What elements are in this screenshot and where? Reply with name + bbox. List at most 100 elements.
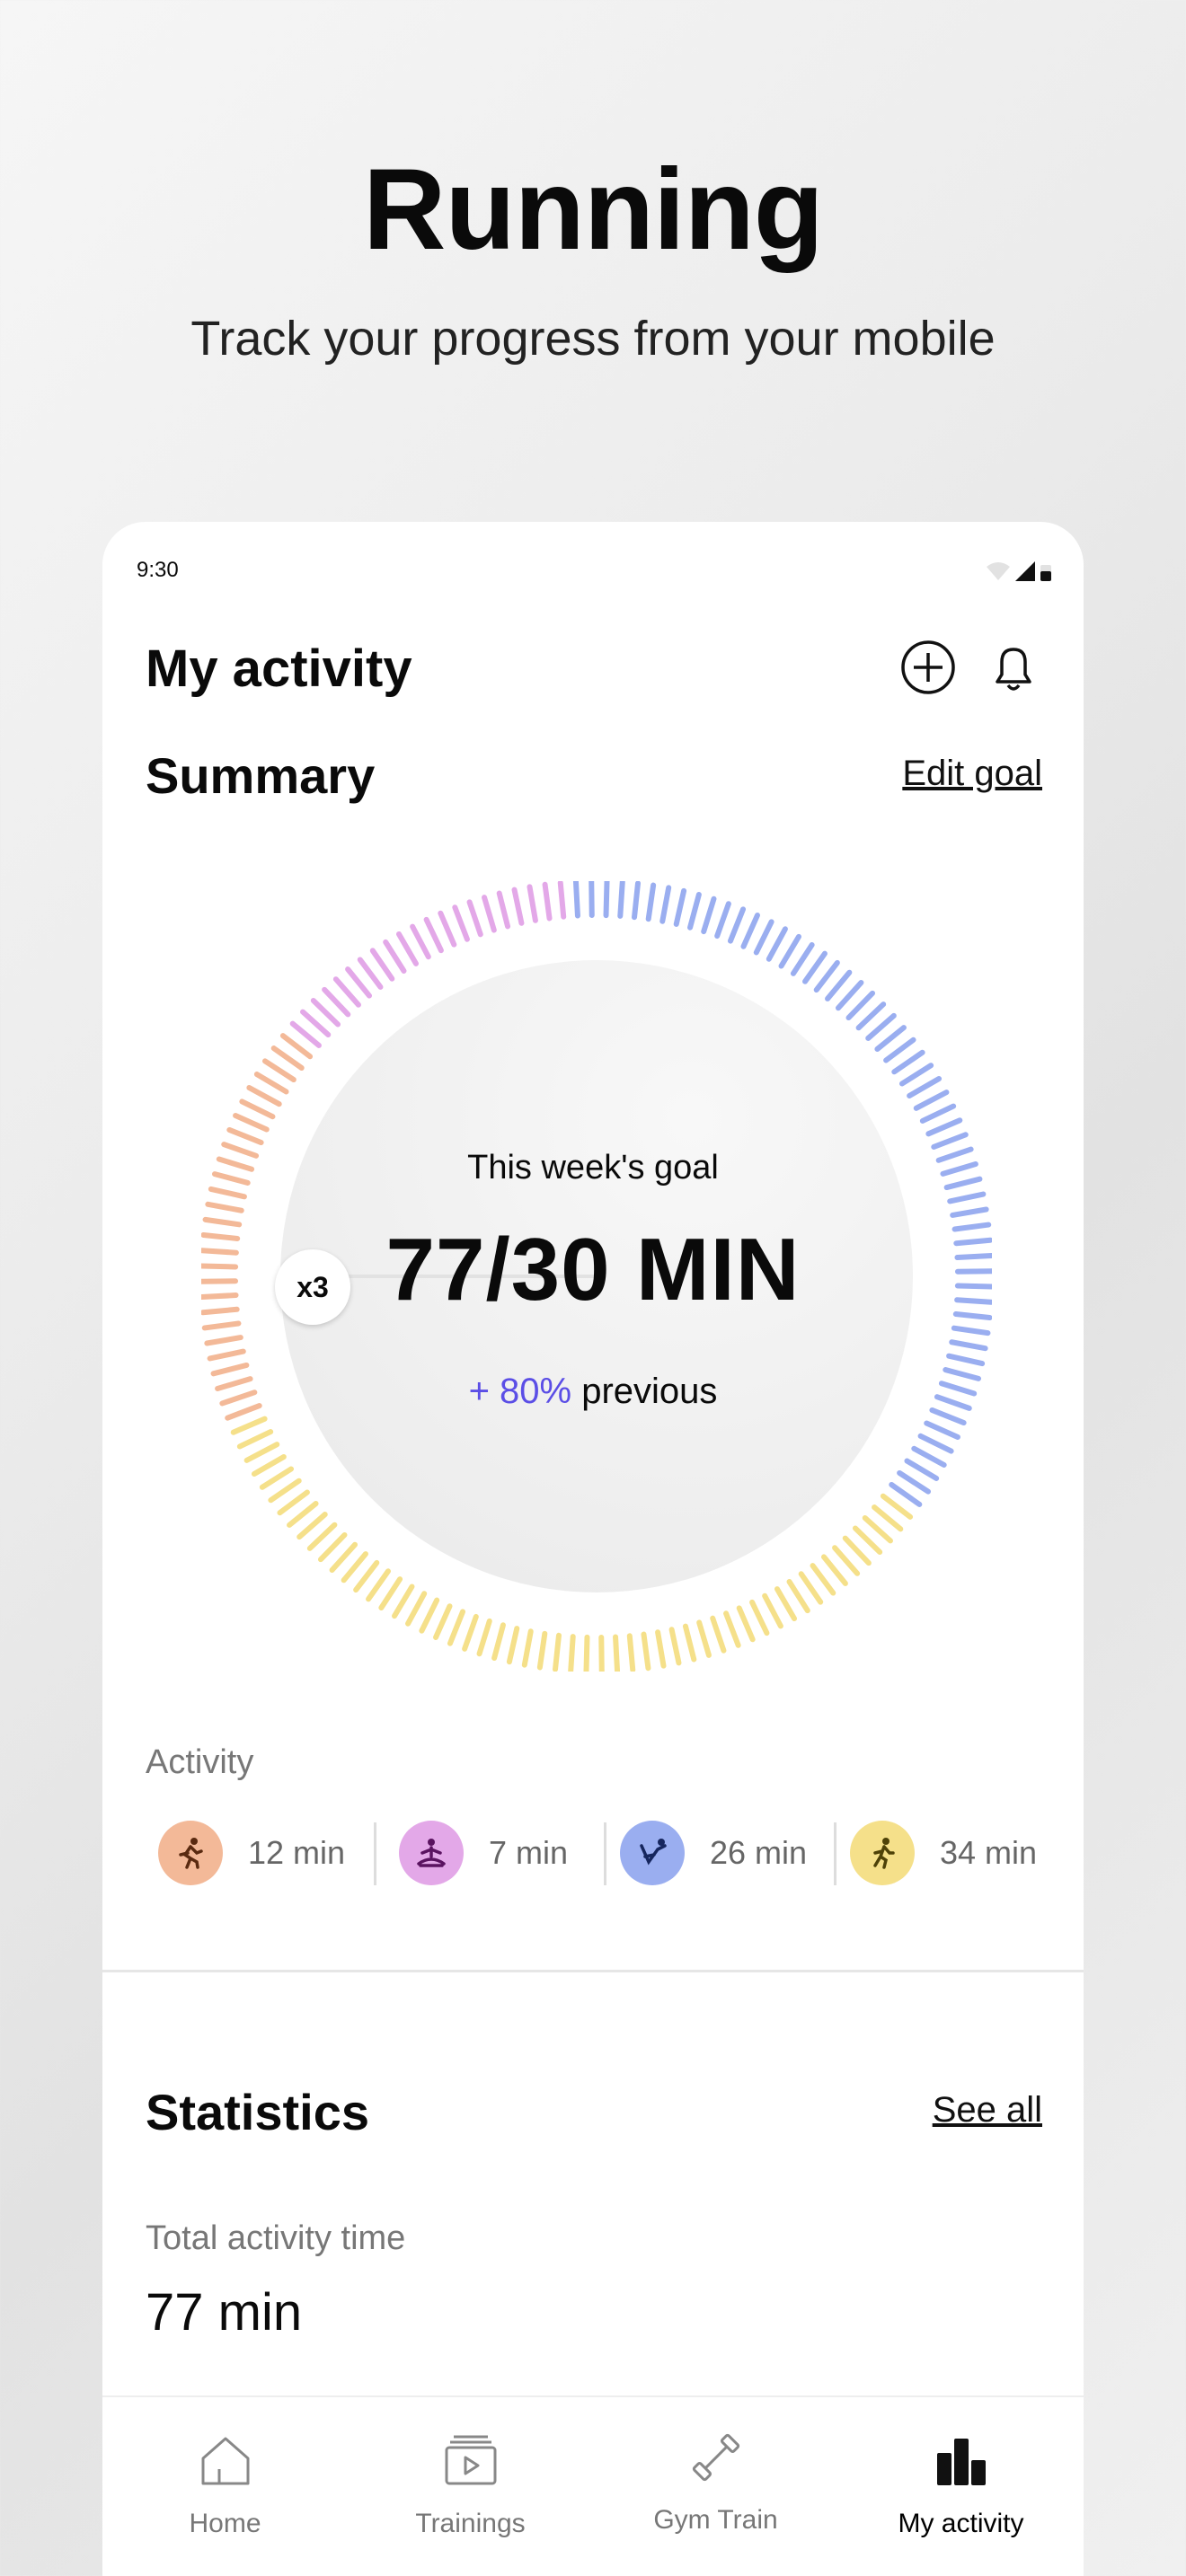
- ring-tick-pink: [383, 939, 407, 975]
- ring-tick-yellow: [287, 1500, 319, 1528]
- ring-tick-blue: [891, 1049, 925, 1075]
- ring-tick-blue: [714, 901, 731, 940]
- ring-tick-blue: [904, 1458, 940, 1481]
- ring-tick-blue: [934, 1394, 972, 1411]
- add-circle-icon[interactable]: [899, 639, 957, 696]
- ring-tick-yellow: [243, 1442, 280, 1463]
- nav-item-trainings[interactable]: Trainings: [348, 2397, 593, 2576]
- ring-tick-yellow: [668, 1627, 682, 1666]
- nav-label: Home: [189, 2509, 261, 2538]
- ring-tick-yellow: [476, 1618, 492, 1657]
- nav-item-home[interactable]: Home: [102, 2397, 348, 2576]
- ring-tick-orange: [205, 1201, 244, 1213]
- ring-tick-yellow: [710, 1615, 727, 1654]
- activity-item-sprint[interactable]: 12 min: [158, 1815, 345, 1891]
- nav-item-my-activity[interactable]: My activity: [838, 2397, 1084, 2576]
- ring-tick-yellow: [392, 1584, 415, 1619]
- battery-icon: [1040, 565, 1051, 581]
- ring-tick-blue: [673, 887, 687, 927]
- ring-tick-yellow: [723, 1610, 741, 1648]
- ring-tick-yellow: [491, 1622, 506, 1662]
- bar-chart-icon: [937, 2439, 986, 2485]
- nav-item-gym-train[interactable]: Gym Train: [593, 2397, 838, 2576]
- ring-tick-orange: [233, 1113, 270, 1133]
- phone-screen: 9:30 My activity Summary Edit goal This …: [102, 522, 1084, 2576]
- ring-tick-yellow: [568, 1634, 576, 1672]
- video-library-icon: [445, 2435, 497, 2485]
- ring-tick-yellow: [682, 1623, 697, 1663]
- ring-tick-yellow: [521, 1628, 534, 1668]
- ring-tick-blue: [889, 1482, 923, 1507]
- ring-tick-blue: [835, 980, 864, 1011]
- ring-tick-blue: [952, 1311, 992, 1320]
- ring-tick-yellow: [832, 1545, 861, 1576]
- ring-tick-blue: [931, 1132, 969, 1150]
- edit-goal-link[interactable]: Edit goal: [902, 754, 1042, 793]
- hero-title: Running: [363, 146, 824, 274]
- nav-label: My activity: [898, 2509, 1024, 2538]
- ring-tick-yellow: [230, 1416, 268, 1435]
- nav-label: Gym Train: [653, 2505, 778, 2535]
- ring-tick-orange: [226, 1126, 264, 1146]
- run-icon: [850, 1821, 915, 1885]
- ring-tick-yellow: [842, 1535, 872, 1566]
- ring-tick-orange: [246, 1085, 282, 1107]
- ring-tick-yellow: [378, 1576, 403, 1611]
- ring-tick-yellow: [259, 1466, 295, 1490]
- ring-tick-yellow: [880, 1493, 914, 1520]
- ring-tick-blue: [949, 1339, 988, 1352]
- ring-tick-blue: [911, 1445, 947, 1468]
- ring-tick-orange: [219, 1389, 258, 1407]
- dumbbell-icon: [692, 2433, 740, 2482]
- ring-tick-blue: [907, 1076, 943, 1098]
- ring-tick-orange: [204, 1335, 243, 1346]
- ring-tick-orange: [215, 1376, 253, 1391]
- ring-tick-yellow: [696, 1619, 712, 1658]
- ring-tick-yellow: [405, 1591, 428, 1627]
- hero-subtitle: Track your progress from your mobile: [190, 312, 996, 366]
- activity-item-rowing[interactable]: 26 min: [620, 1815, 807, 1891]
- ring-tick-orange: [221, 1142, 260, 1159]
- ring-tick-yellow: [419, 1597, 440, 1634]
- ring-tick-blue: [940, 1161, 978, 1177]
- ring-tick-pink: [466, 899, 483, 938]
- ring-tick-yellow: [341, 1551, 368, 1584]
- activity-row: 12 min 7 min 26 min 34 min: [146, 1815, 1044, 1905]
- ring-tick-yellow: [536, 1630, 548, 1671]
- ring-tick-blue: [740, 913, 760, 949]
- ring-tick-blue: [845, 990, 876, 1021]
- ring-tick-orange: [279, 1033, 314, 1060]
- ring-tick-pink: [300, 1009, 332, 1038]
- ring-tick-orange: [207, 1348, 246, 1362]
- ring-tick-yellow: [626, 1633, 636, 1672]
- ring-tick-pink: [396, 931, 419, 966]
- meditation-icon: [399, 1821, 464, 1885]
- ring-tick-blue: [946, 1353, 986, 1367]
- activity-divider: [374, 1822, 376, 1885]
- ring-tick-pink: [322, 986, 351, 1018]
- activity-item-run[interactable]: 34 min: [850, 1815, 1037, 1891]
- ring-tick-yellow: [749, 1599, 770, 1636]
- ring-tick-yellow: [433, 1603, 453, 1640]
- bell-icon[interactable]: [985, 639, 1042, 696]
- see-all-link[interactable]: See all: [932, 2090, 1042, 2130]
- activity-item-text: 7 min: [489, 1834, 569, 1871]
- activity-item-meditation[interactable]: 7 min: [399, 1815, 568, 1891]
- ring-tick-blue: [953, 1237, 992, 1247]
- page-title: My activity: [146, 640, 412, 698]
- ring-tick-blue: [929, 1407, 967, 1426]
- bottom-nav: Home Trainings Gym Train: [102, 2395, 1084, 2576]
- ring-tick-yellow: [613, 1634, 621, 1672]
- ring-tick-blue: [701, 895, 717, 935]
- ring-tick-yellow: [277, 1489, 310, 1516]
- ring-tick-yellow: [306, 1522, 338, 1551]
- total-activity-value: 77 min: [146, 2283, 303, 2342]
- ring-tick-orange: [201, 1320, 242, 1331]
- ring-tick-pink: [310, 997, 341, 1028]
- signal-icon: [1015, 561, 1035, 581]
- rowing-icon: [620, 1821, 685, 1885]
- ring-tick-blue: [924, 1420, 960, 1440]
- ring-tick-yellow: [462, 1613, 479, 1652]
- ring-tick-yellow: [655, 1629, 667, 1669]
- ring-tick-pink: [438, 910, 457, 948]
